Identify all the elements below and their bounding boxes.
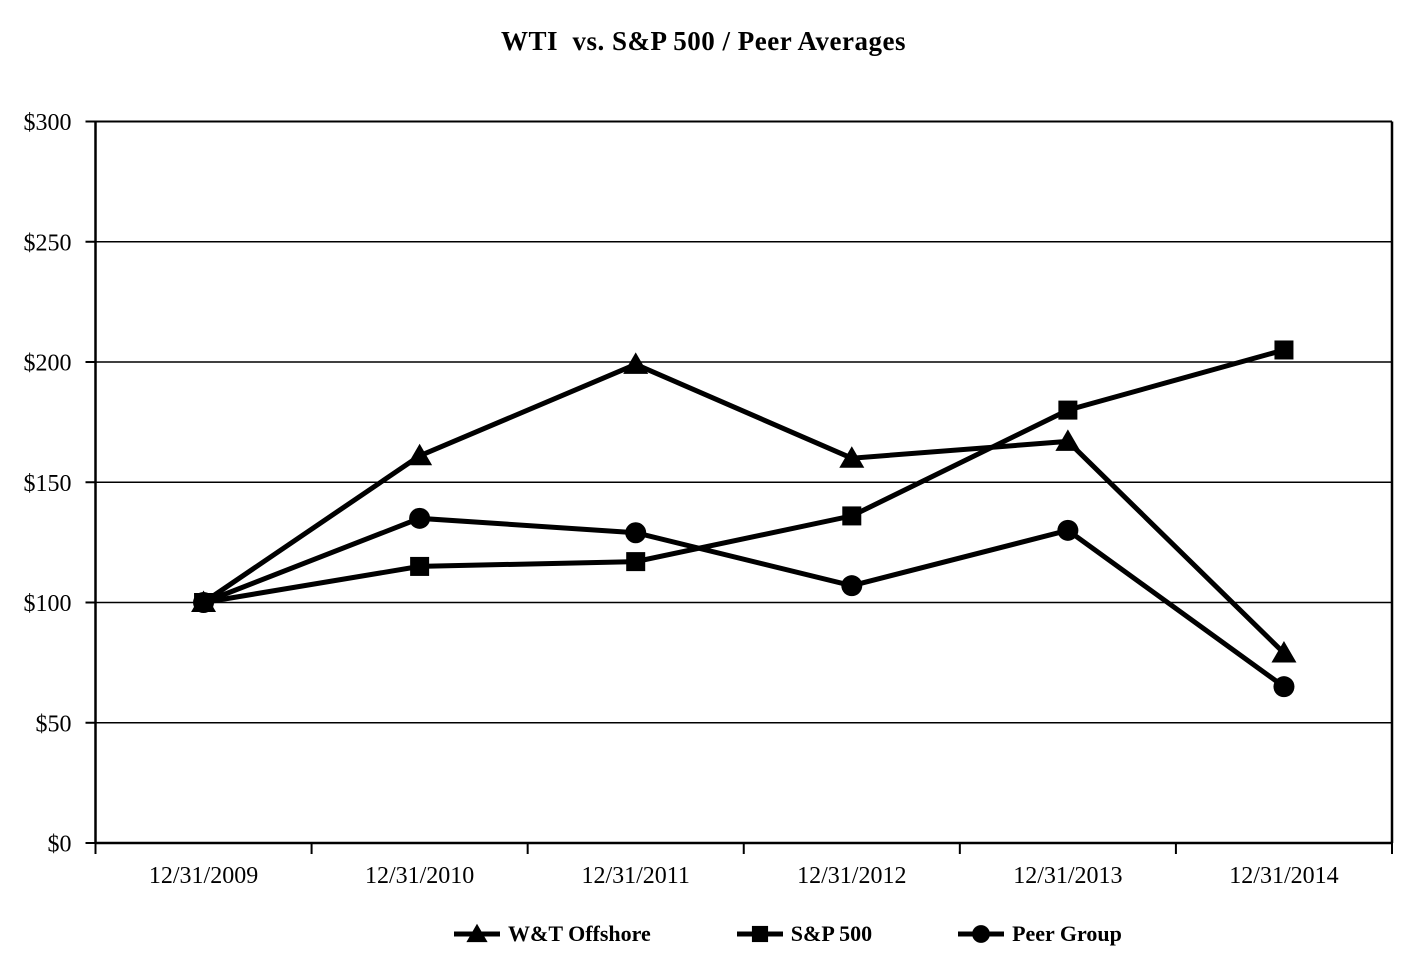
square-marker: [842, 506, 862, 526]
legend-item-peer-group: Peer Group: [956, 921, 1122, 947]
circle-marker: [1273, 676, 1295, 698]
square-marker: [410, 556, 430, 576]
legend-label: W&T Offshore: [508, 921, 651, 946]
y-axis-tick-label: $0: [48, 832, 72, 858]
series-line: [202, 361, 1286, 655]
chart-legend: W&T Offshore S&P 500 Peer Group: [452, 921, 1122, 947]
y-axis-tick-label: $150: [24, 471, 72, 497]
y-axis-tick-label: $250: [24, 230, 72, 256]
square-marker: [751, 925, 768, 943]
square-marker: [194, 593, 214, 612]
x-axis-tick-label: 12/31/2011: [581, 863, 689, 889]
series-line: [202, 515, 1286, 689]
triangle-marker: [623, 352, 649, 374]
circle-marker: [409, 507, 431, 529]
triangle-marker: [839, 446, 865, 468]
x-axis-tick-label: 12/31/2013: [1013, 863, 1122, 889]
y-axis-tick-label: $50: [36, 711, 72, 737]
x-axis-tick-label: 12/31/2012: [797, 863, 906, 889]
circle-marker: [972, 925, 991, 943]
square-marker: [626, 552, 646, 572]
triangle-marker-icon: [454, 923, 500, 943]
circle-marker-icon: [958, 925, 1005, 943]
triangle-marker: [1271, 641, 1297, 663]
circle-marker: [841, 575, 863, 597]
square-marker-icon: [736, 925, 783, 943]
legend-label: Peer Group: [1012, 921, 1122, 946]
chart-title: WTI vs. S&P 500 / Peer Averages: [501, 26, 906, 56]
triangle-marker: [407, 443, 433, 466]
legend-label: S&P 500: [790, 921, 873, 946]
x-axis-tick-label: 12/31/2009: [149, 863, 258, 889]
x-axis-tick-label: 12/31/2010: [365, 863, 474, 889]
x-axis-tick-label: 12/31/2014: [1229, 863, 1338, 889]
circle-marker: [625, 522, 647, 544]
triangle-marker: [466, 923, 488, 943]
legend-item-sp500: S&P 500: [735, 921, 872, 947]
series-line: [203, 347, 1285, 605]
square-marker: [1058, 400, 1078, 420]
circle-marker: [1057, 519, 1079, 541]
y-axis-tick-label: $200: [24, 351, 72, 377]
triangle-marker: [1055, 429, 1081, 451]
legend-item-wt-offshore: W&T Offshore: [452, 921, 651, 947]
y-axis-tick-label: $300: [24, 110, 72, 136]
y-axis-tick-label: $100: [24, 591, 72, 617]
square-marker: [1274, 340, 1294, 360]
